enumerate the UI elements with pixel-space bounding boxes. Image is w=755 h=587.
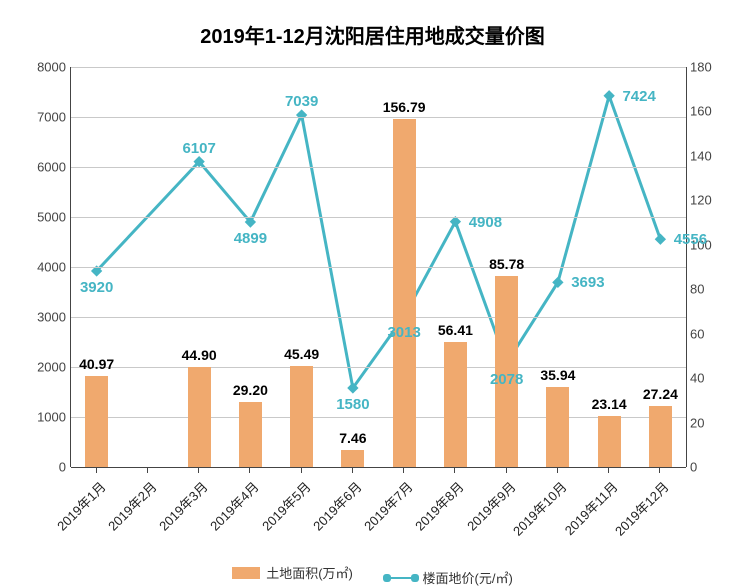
bar-value-label: 44.90 [182,347,217,363]
y-left-tick: 3000 [21,310,66,325]
gridline [71,417,686,418]
x-tick [301,467,302,473]
y-left-tick: 4000 [21,260,66,275]
x-category-label: 2019年10月 [508,477,571,540]
gridline [71,67,686,68]
x-category-label: 2019年12月 [610,477,673,540]
line-value-label: 7039 [285,93,318,110]
bar [290,366,313,467]
x-tick [96,467,97,473]
y-right-tick: 40 [690,371,728,386]
y-right-tick: 80 [690,282,728,297]
y-left-tick: 5000 [21,210,66,225]
y-right-tick: 0 [690,460,728,475]
line-value-label: 3693 [571,274,604,291]
x-category-label: 2019年4月 [205,477,262,534]
line-value-label: 3013 [387,324,420,341]
x-axis-labels: 2019年1月2019年2月2019年3月2019年4月2019年5月2019年… [70,467,687,557]
chart-container: 2019年1-12月沈阳居住用地成交量价图 010002000300040005… [0,0,755,570]
x-tick [557,467,558,473]
x-tick [506,467,507,473]
gridline [71,167,686,168]
y-left-tick: 1000 [21,410,66,425]
gridline [71,217,686,218]
x-tick [249,467,250,473]
x-category-label: 2019年3月 [154,477,211,534]
x-tick [608,467,609,473]
bar [598,416,621,467]
line-value-label: 1580 [336,396,369,413]
y-right-tick: 120 [690,193,728,208]
x-category-label: 2019年11月 [560,477,622,539]
bar-value-label: 40.97 [79,356,114,372]
gridline [71,267,686,268]
bar-value-label: 7.46 [339,430,366,446]
bar-value-label: 56.41 [438,322,473,338]
line-value-label: 4899 [234,230,267,247]
bar [649,406,672,467]
x-category-label: 2019年5月 [257,477,314,534]
gridline [71,317,686,318]
y-left-tick: 7000 [21,110,66,125]
x-tick [454,467,455,473]
line-path [97,96,661,388]
bar-value-label: 45.49 [284,346,319,362]
chart-title: 2019年1-12月沈阳居住用地成交量价图 [10,20,735,49]
y-left-tick: 8000 [21,60,66,75]
y-left-tick: 6000 [21,160,66,175]
y-right-tick: 20 [690,415,728,430]
line-value-label: 2078 [490,371,523,388]
y-right-tick: 160 [690,104,728,119]
bar [341,450,364,467]
y-right-tick: 140 [690,148,728,163]
x-tick [198,467,199,473]
x-category-label: 2019年6月 [308,477,365,534]
legend-item-line: 楼面地价(元/㎡) [385,568,513,587]
bar-value-label: 156.79 [383,99,426,115]
legend-bar-label: 土地面积(万㎡) [266,563,353,582]
line-value-label: 6107 [182,140,215,157]
y-right-tick: 180 [690,60,728,75]
bar-value-label: 23.14 [592,396,627,412]
x-category-label: 2019年7月 [359,477,416,534]
line-value-label: 3920 [80,279,113,296]
x-category-label: 2019年2月 [103,477,160,534]
bar-value-label: 35.94 [540,367,575,383]
y-left-tick: 0 [21,460,66,475]
x-tick [352,467,353,473]
x-category-label: 2019年8月 [410,477,467,534]
bar [85,376,108,467]
bar-value-label: 27.24 [643,386,678,402]
gridline [71,117,686,118]
legend-line-label: 楼面地价(元/㎡) [423,568,513,587]
x-tick [147,467,148,473]
x-tick [659,467,660,473]
bar-value-label: 29.20 [233,382,268,398]
line-marker [603,90,614,101]
gridline [71,367,686,368]
x-tick [403,467,404,473]
line-marker [655,234,666,245]
y-right-tick: 60 [690,326,728,341]
bar [188,367,211,467]
bar [546,387,569,467]
legend-swatch-bar [232,567,260,579]
bar [239,402,262,467]
legend-item-bar: 土地面积(万㎡) [232,563,353,582]
bar-value-label: 85.78 [489,256,524,272]
bar [444,342,467,467]
x-category-label: 2019年1月 [52,477,109,534]
line-value-label: 7424 [622,88,655,105]
legend: 土地面积(万㎡) 楼面地价(元/㎡) [10,563,735,587]
y-left-tick: 2000 [21,360,66,375]
plot-area: 0100020003000400050006000700080000204060… [70,67,687,467]
legend-swatch-line [385,577,417,579]
line-value-label: 4556 [674,231,707,248]
bar [393,119,416,467]
line-value-label: 4908 [469,214,502,231]
line-marker [296,109,307,120]
